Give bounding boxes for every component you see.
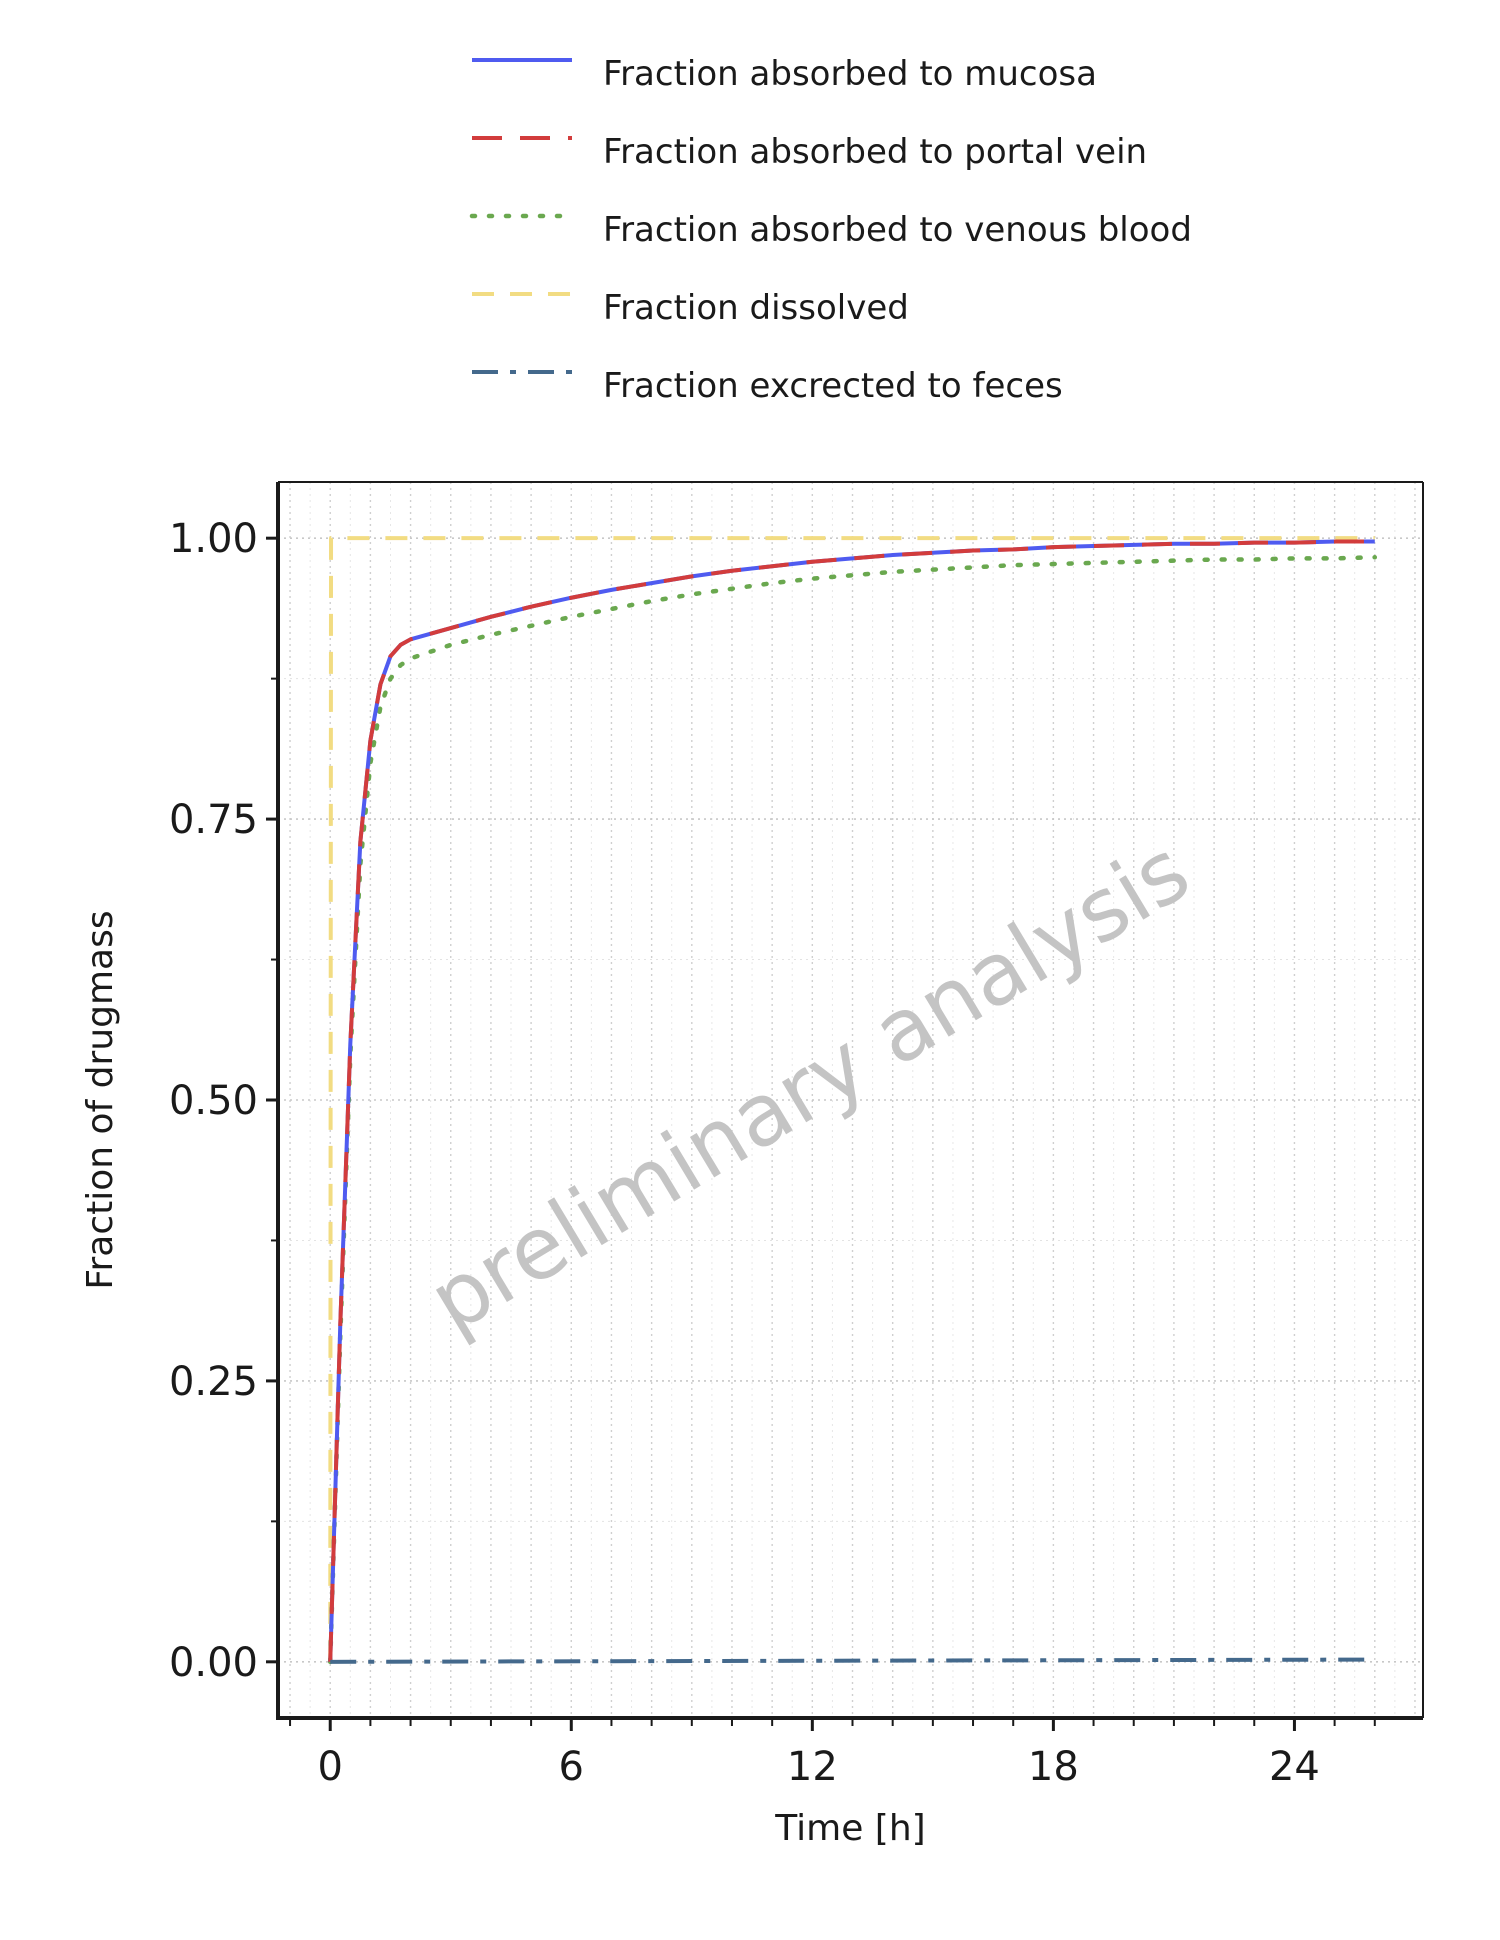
axes: 0.00 0.25 0.50 0.75 1.00 0 6 12 18 24 [169,481,1424,1790]
y-tick-label: 0.50 [169,1078,258,1124]
x-tick-label: 12 [787,1744,838,1790]
series-line-2 [327,555,1378,1665]
legend-label-2: Fraction absorbed to venous blood [603,210,1192,250]
x-tick-label: 6 [559,1744,584,1790]
series-line-4 [330,1657,1375,1664]
series-line-3 [328,536,1375,1662]
legend-label-4: Fraction excrected to feces [603,366,1063,406]
x-tick-label: 18 [1028,1744,1079,1790]
grid [278,482,1423,1718]
x-tick-label: 24 [1269,1744,1320,1790]
legend-label-0: Fraction absorbed to mucosa [603,54,1097,94]
y-tick-label: 0.75 [169,797,258,843]
y-tick-label: 0.25 [169,1359,258,1405]
legend: Fraction absorbed to mucosa Fraction abso… [469,54,1192,406]
legend-label-1: Fraction absorbed to portal vein [603,132,1147,172]
y-tick-label: 0.00 [169,1640,258,1686]
series-layer [327,536,1378,1665]
x-tick-label: 0 [318,1744,343,1790]
legend-label-3: Fraction dissolved [603,288,909,328]
plot-area: preliminary analysis 0.000.250.500.751.0… [169,481,1424,1790]
y-tick-label: 1.00 [169,516,258,562]
y-axis-title: Fraction of drugmass [80,910,121,1289]
x-axis-title: Time [h] [774,1808,925,1849]
series-line-1 [328,539,1375,1662]
